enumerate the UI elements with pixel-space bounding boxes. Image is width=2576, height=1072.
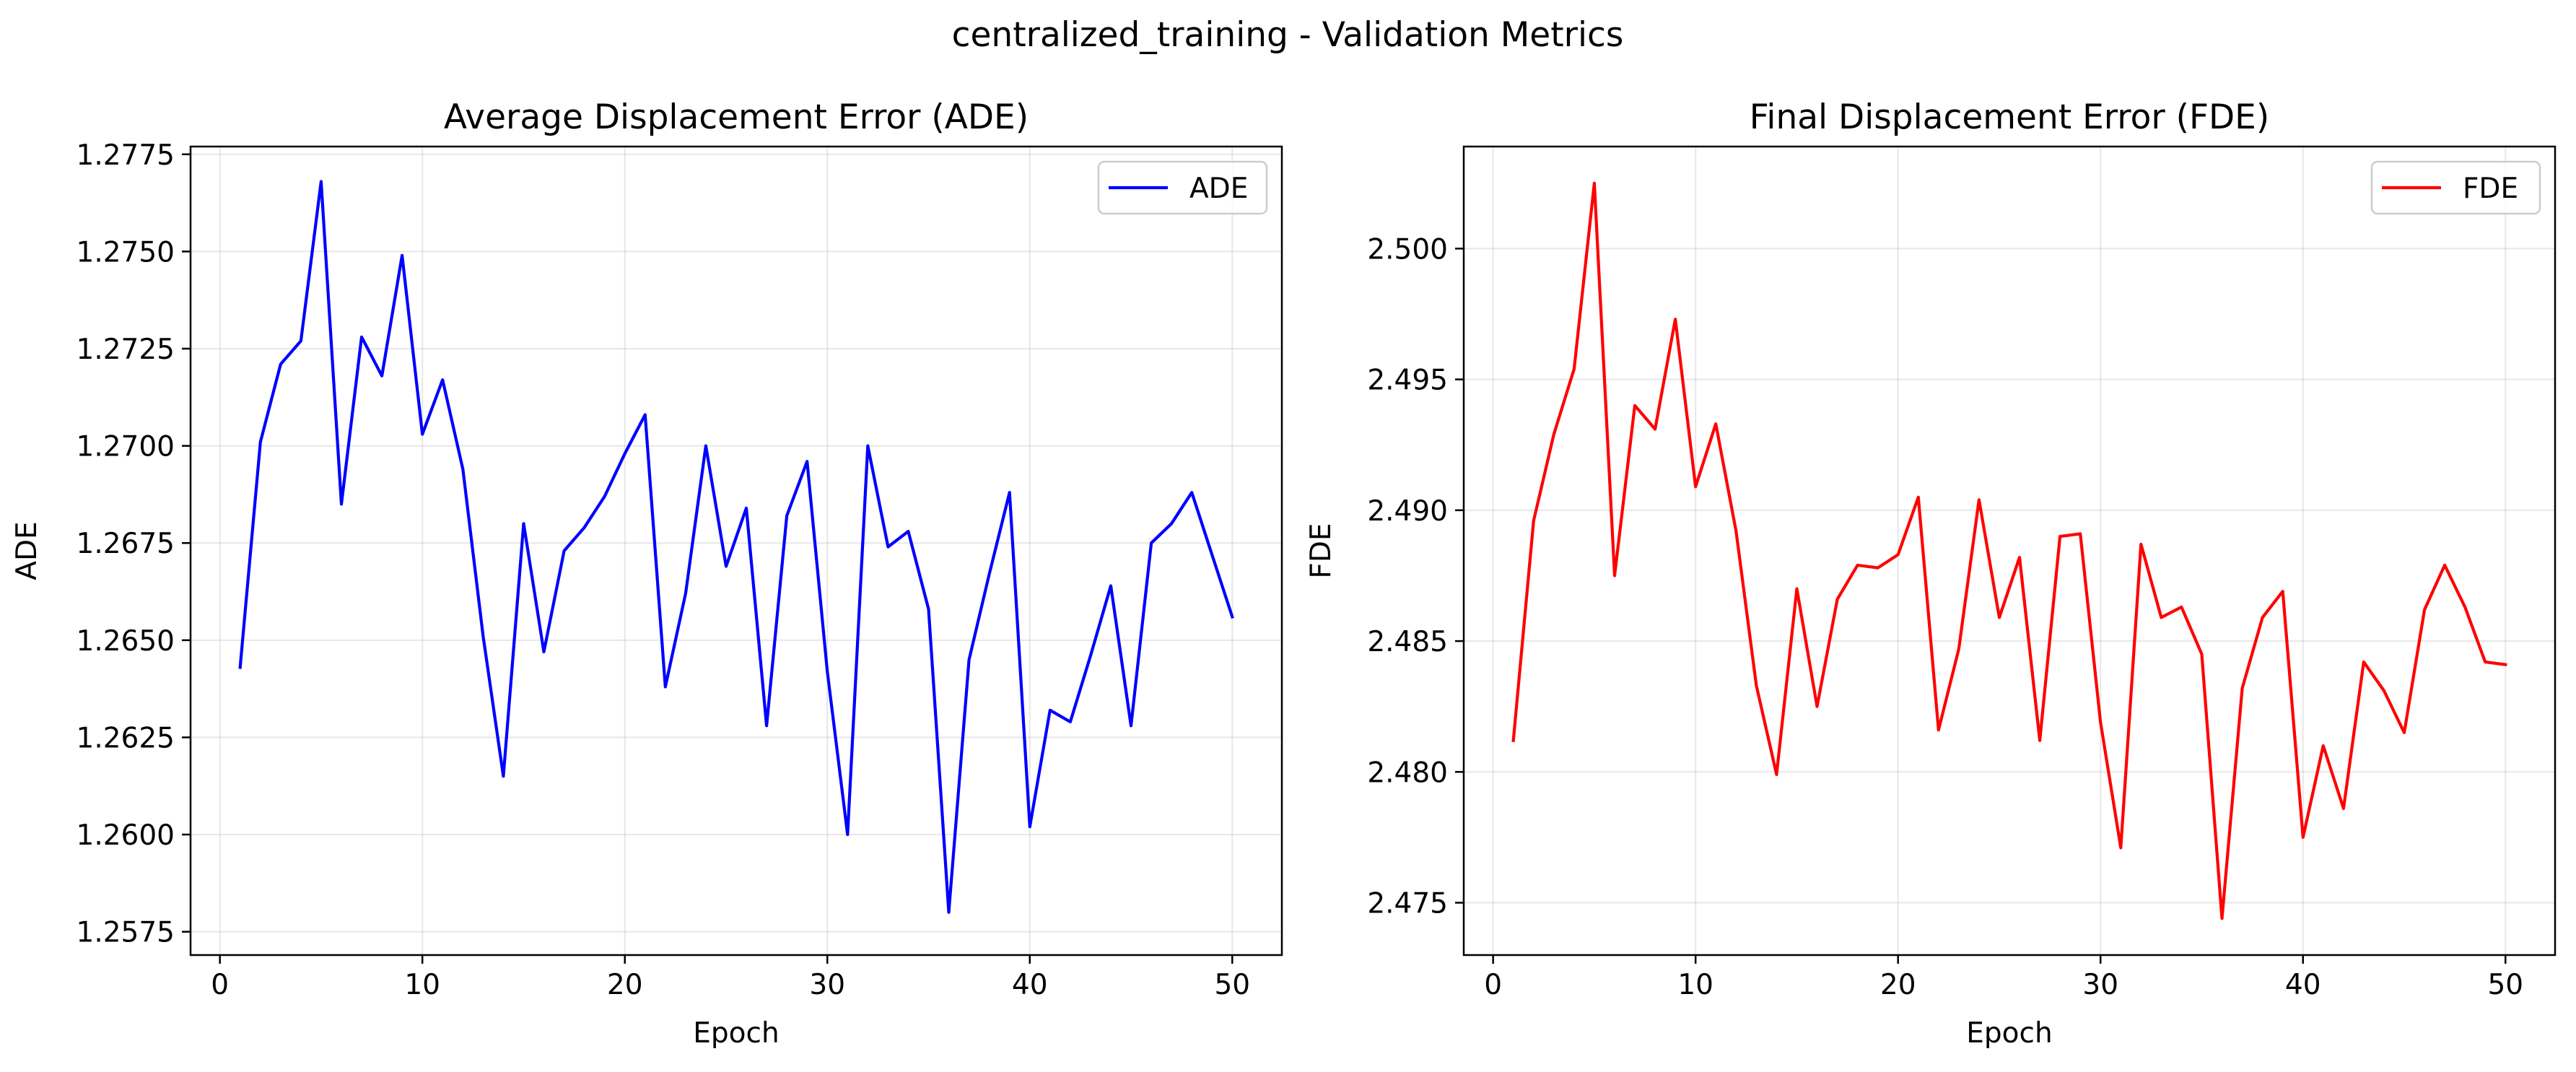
fde-x-axis-label: Epoch xyxy=(1966,1017,2052,1050)
fde-legend-box xyxy=(2370,160,2541,215)
ade-y-tick-label: 1.2750 xyxy=(77,236,175,269)
fde-x-tick-label: 20 xyxy=(1880,969,1916,1001)
fde-legend-label: FDE xyxy=(2463,173,2518,205)
ade-y-tick-label: 1.2775 xyxy=(77,139,175,172)
fde-y-tick-label: 2.480 xyxy=(1367,757,1448,789)
ade-y-axis-label: ADE xyxy=(11,521,43,580)
ade-legend-box xyxy=(1097,160,1268,215)
ade-x-tick-label: 20 xyxy=(607,969,643,1001)
fde-x-tick-label: 30 xyxy=(2082,969,2118,1001)
ade-x-tick-label: 30 xyxy=(809,969,845,1001)
fde-y-tick-label: 2.495 xyxy=(1367,365,1448,397)
ade-x-tick-label: 10 xyxy=(404,969,440,1001)
fde-y-tick-label: 2.500 xyxy=(1367,233,1448,266)
fde-series-line xyxy=(1511,181,2507,920)
ade-x-tick-label: 40 xyxy=(1012,969,1048,1001)
ade-x-tick-label: 0 xyxy=(211,969,229,1001)
figure-suptitle: centralized_training - Validation Metric… xyxy=(952,15,1624,55)
fde-x-tick-label: 40 xyxy=(2285,969,2321,1001)
ade-y-tick-label: 1.2575 xyxy=(77,917,175,949)
fde-y-tick-label: 2.475 xyxy=(1367,888,1448,920)
ade-x-axis-label: Epoch xyxy=(693,1017,779,1050)
ade-panel-title: Average Displacement Error (ADE) xyxy=(444,97,1029,137)
ade-axes-frame xyxy=(189,145,1283,956)
ade-y-tick-label: 1.2625 xyxy=(77,722,175,754)
fde-y-axis-label: FDE xyxy=(1305,523,1337,578)
ade-y-tick-label: 1.2650 xyxy=(77,625,175,658)
fde-axes-frame xyxy=(1462,145,2557,956)
fde-y-tick-label: 2.490 xyxy=(1367,495,1448,528)
ade-y-tick-label: 1.2675 xyxy=(77,528,175,560)
ade-series-line xyxy=(238,180,1234,914)
fde-x-tick-label: 10 xyxy=(1677,969,1713,1001)
ade-y-tick-label: 1.2700 xyxy=(77,431,175,463)
ade-y-tick-label: 1.2600 xyxy=(77,819,175,852)
fde-y-tick-label: 2.485 xyxy=(1367,626,1448,658)
ade-x-tick-label: 50 xyxy=(1214,969,1250,1001)
fde-x-tick-label: 50 xyxy=(2487,969,2523,1001)
ade-panel: 0 10 20 30 40 50 1.2575 1.2600 1.2625 1.2650 1.267… xyxy=(11,97,1283,1050)
ade-y-tick-label: 1.2725 xyxy=(77,334,175,366)
ade-legend-label: ADE xyxy=(1189,173,1248,205)
fde-x-tick-label: 0 xyxy=(1484,969,1502,1001)
fde-panel: 0 10 20 30 40 50 2.475 2.480 2.485 2.490 2.495 2.50… xyxy=(1305,97,2557,1050)
fde-panel-title: Final Displacement Error (FDE) xyxy=(1750,97,2269,137)
